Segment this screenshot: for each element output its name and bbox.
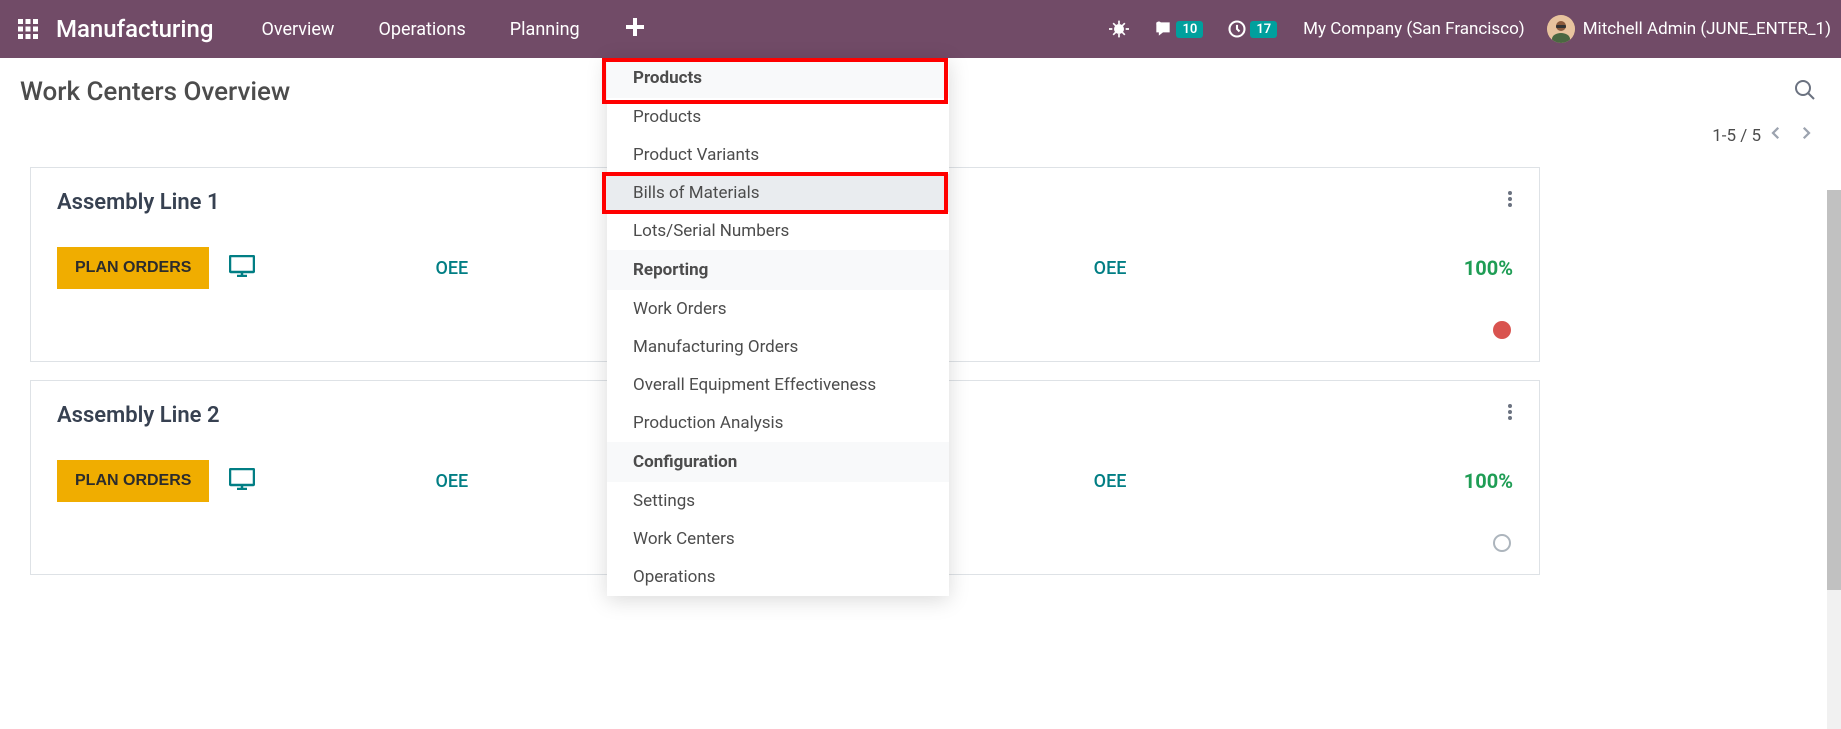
status-dot-gray[interactable]	[1493, 534, 1511, 552]
dd-manufacturing-orders[interactable]: Manufacturing Orders	[607, 328, 949, 366]
oee-label[interactable]: OEE	[1094, 471, 1127, 492]
activities-badge: 17	[1250, 21, 1277, 38]
oee-value: 100%	[1464, 256, 1513, 280]
dd-products[interactable]: Products	[607, 98, 949, 136]
plan-orders-button[interactable]: PLAN ORDERS	[57, 247, 209, 289]
activities-icon[interactable]: 17	[1215, 19, 1289, 39]
dd-header-products: Products	[607, 58, 949, 98]
nav-more-menu[interactable]	[602, 18, 668, 40]
nav-overview[interactable]: Overview	[239, 19, 356, 40]
dd-production-analysis[interactable]: Production Analysis	[607, 404, 949, 442]
pager: 1-5 / 5	[1712, 124, 1821, 147]
kebab-icon[interactable]	[1489, 190, 1513, 212]
dd-product-variants[interactable]: Product Variants	[607, 136, 949, 174]
user-name: Mitchell Admin (JUNE_ENTER_1)	[1583, 19, 1831, 39]
user-menu[interactable]: Mitchell Admin (JUNE_ENTER_1)	[1539, 15, 1831, 43]
dd-work-centers[interactable]: Work Centers	[607, 520, 949, 558]
scrollbar-thumb[interactable]	[1827, 190, 1841, 590]
monitor-icon[interactable]	[229, 255, 255, 281]
dd-work-orders[interactable]: Work Orders	[607, 290, 949, 328]
nav-planning[interactable]: Planning	[488, 19, 602, 40]
dd-operations[interactable]: Operations	[607, 558, 949, 596]
vertical-scrollbar[interactable]	[1827, 190, 1841, 729]
dd-settings[interactable]: Settings	[607, 482, 949, 520]
dd-header-reporting: Reporting	[607, 250, 949, 290]
dd-header-configuration: Configuration	[607, 442, 949, 482]
status-dot-red[interactable]	[1493, 321, 1511, 339]
kebab-icon[interactable]	[1489, 403, 1513, 425]
top-navbar: Manufacturing Overview Operations Planni…	[0, 0, 1841, 58]
dd-lots-serial-numbers[interactable]: Lots/Serial Numbers	[607, 212, 949, 250]
page-title: Work Centers Overview	[20, 77, 290, 107]
oee-label[interactable]: OEE	[435, 471, 468, 492]
avatar	[1547, 15, 1575, 43]
search-icon[interactable]	[1789, 74, 1821, 110]
dd-oee[interactable]: Overall Equipment Effectiveness	[607, 366, 949, 404]
pager-prev[interactable]	[1761, 124, 1791, 147]
messages-badge: 10	[1176, 21, 1203, 38]
oee-value: 100%	[1464, 469, 1513, 493]
more-dropdown: Products Products Product Variants Bills…	[607, 58, 949, 596]
nav-operations[interactable]: Operations	[356, 19, 487, 40]
apps-grid-icon[interactable]	[10, 11, 46, 47]
company-switcher[interactable]: My Company (San Francisco)	[1289, 19, 1539, 39]
debug-icon[interactable]	[1097, 19, 1141, 39]
pager-text: 1-5 / 5	[1712, 126, 1761, 146]
messages-icon[interactable]: 10	[1141, 19, 1215, 39]
oee-label[interactable]: OEE	[1094, 258, 1127, 279]
app-brand[interactable]: Manufacturing	[56, 15, 213, 43]
pager-next[interactable]	[1791, 124, 1821, 147]
dd-bills-of-materials[interactable]: Bills of Materials	[607, 174, 949, 212]
plan-orders-button[interactable]: PLAN ORDERS	[57, 460, 209, 502]
oee-label[interactable]: OEE	[435, 258, 468, 279]
monitor-icon[interactable]	[229, 468, 255, 494]
